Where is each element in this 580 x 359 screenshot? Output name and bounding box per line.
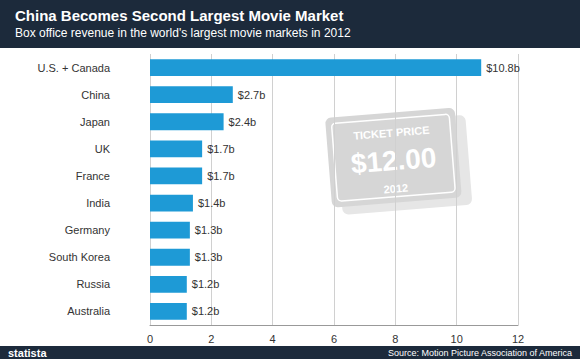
svg-text:$1.2b: $1.2b — [192, 278, 220, 290]
svg-text:8: 8 — [392, 333, 398, 345]
svg-text:2: 2 — [208, 333, 214, 345]
svg-text:Box office revenue in the worl: Box office revenue in the world's larges… — [15, 26, 351, 40]
svg-text:China Becomes Second Largest M: China Becomes Second Largest Movie Marke… — [15, 7, 343, 24]
svg-text:Source: Motion Picture Associa: Source: Motion Picture Association of Am… — [388, 348, 572, 358]
svg-text:0: 0 — [147, 333, 153, 345]
svg-text:4: 4 — [270, 333, 276, 345]
svg-text:statista: statista — [8, 347, 47, 359]
svg-text:$1.2b: $1.2b — [192, 305, 220, 317]
svg-text:Russia: Russia — [76, 278, 111, 290]
svg-text:France: France — [76, 170, 110, 182]
svg-text:India: India — [86, 197, 111, 209]
svg-text:12: 12 — [512, 333, 524, 345]
svg-text:$1.3b: $1.3b — [195, 251, 223, 263]
svg-text:$10.8b: $10.8b — [486, 62, 520, 74]
svg-text:China: China — [81, 89, 111, 101]
svg-text:$2.7b: $2.7b — [238, 89, 266, 101]
svg-text:U.S. + Canada: U.S. + Canada — [38, 62, 111, 74]
svg-text:$12.00: $12.00 — [350, 142, 438, 180]
svg-text:$1.7b: $1.7b — [207, 170, 235, 182]
svg-text:South Korea: South Korea — [49, 251, 111, 263]
svg-text:Japan: Japan — [80, 116, 110, 128]
svg-text:$1.7b: $1.7b — [207, 143, 235, 155]
svg-text:$1.3b: $1.3b — [195, 224, 223, 236]
svg-text:UK: UK — [95, 143, 111, 155]
svg-text:Australia: Australia — [67, 305, 111, 317]
svg-text:TICKET PRICE: TICKET PRICE — [353, 124, 430, 142]
svg-text:Germany: Germany — [65, 224, 111, 236]
svg-text:$1.4b: $1.4b — [198, 197, 226, 209]
svg-text:$2.4b: $2.4b — [229, 116, 257, 128]
svg-text:2012: 2012 — [383, 181, 409, 196]
svg-text:10: 10 — [451, 333, 463, 345]
svg-text:6: 6 — [331, 333, 337, 345]
